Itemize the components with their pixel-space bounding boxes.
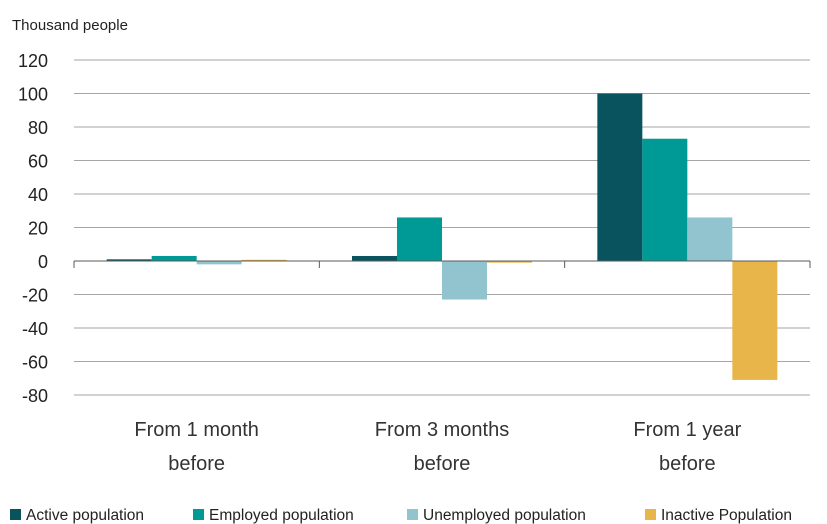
y-tick-label: 80 — [28, 118, 48, 138]
unit-label: Thousand people — [12, 17, 128, 34]
legend-label: Employed population — [209, 507, 354, 524]
bar-unemployed-population-1 — [442, 261, 487, 300]
category-label: From 1 month — [134, 419, 258, 441]
bar-unemployed-population-0 — [196, 261, 242, 265]
category-label: before — [168, 453, 225, 475]
y-tick-label: -20 — [22, 286, 48, 306]
y-tick-label: 60 — [28, 152, 48, 172]
legend: Active population Employed population Unem… — [10, 507, 792, 524]
bar-inactive-population-0 — [241, 259, 287, 261]
y-tick-label: -40 — [22, 319, 48, 339]
legend-swatch — [10, 509, 21, 520]
legend-label: Active population — [26, 507, 144, 524]
category-label: From 1 year — [633, 419, 741, 441]
bar-active-population-2 — [597, 93, 643, 261]
legend-swatch — [407, 509, 418, 520]
bars — [106, 93, 778, 380]
legend-swatch — [645, 509, 656, 520]
category-label: before — [659, 453, 716, 475]
y-tick-label: -80 — [22, 386, 48, 406]
bar-employed-population-1 — [397, 217, 442, 261]
legend-label: Unemployed population — [423, 507, 586, 524]
bar-employed-population-0 — [151, 255, 197, 261]
y-tick-label: 100 — [18, 85, 48, 105]
legend-swatch — [193, 509, 204, 520]
y-tick-label: 40 — [28, 185, 48, 205]
y-tick-label: 120 — [18, 51, 48, 71]
x-axis — [73, 260, 811, 268]
bar-inactive-population-1 — [487, 261, 532, 263]
y-tick-label: 0 — [38, 252, 48, 272]
category-labels: From 1 month before From 3 months before Fro… — [134, 419, 741, 475]
category-label: before — [414, 453, 471, 475]
bar-unemployed-population-2 — [687, 217, 733, 261]
bar-active-population-0 — [106, 259, 152, 261]
bar-inactive-population-2 — [732, 261, 778, 380]
bar-active-population-1 — [352, 255, 397, 261]
y-tick-label: -60 — [22, 353, 48, 373]
category-label: From 3 months — [375, 419, 509, 441]
y-axis-tick-labels: 120 100 80 60 40 20 0 -20 -40 -60 -80 — [18, 51, 48, 406]
bar-employed-population-2 — [642, 138, 688, 261]
y-tick-label: 20 — [28, 219, 48, 239]
legend-label: Inactive Population — [661, 507, 792, 524]
